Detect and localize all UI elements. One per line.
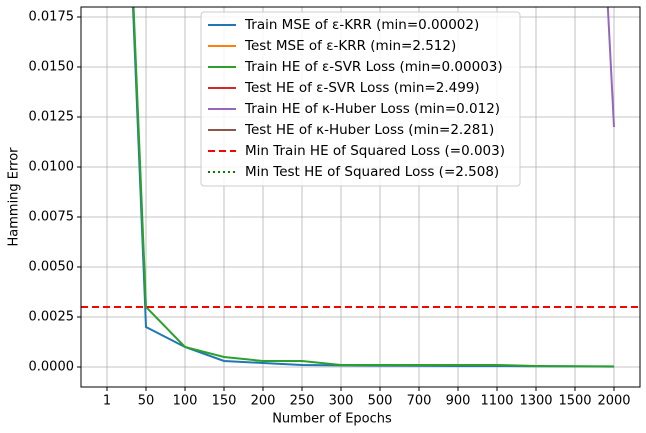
legend-label: Min Test HE of Squared Loss (=2.508) xyxy=(245,164,499,180)
x-tick-label: 50 xyxy=(138,394,155,409)
x-tick-label: 1 xyxy=(103,394,111,409)
series-line xyxy=(132,7,615,368)
x-axis-label: Number of Epochs xyxy=(272,412,392,427)
y-tick-label: 0.0075 xyxy=(29,210,75,225)
y-axis-label: Hamming Error xyxy=(7,147,22,247)
legend-label: Train HE of κ-Huber Loss (min=0.012) xyxy=(244,101,500,117)
legend-label: Train MSE of ε-KRR (min=0.00002) xyxy=(244,17,479,33)
x-tick-label: 150 xyxy=(212,394,237,409)
x-tick-label: 1100 xyxy=(480,394,513,409)
legend-label: Min Train HE of Squared Loss (=0.003) xyxy=(245,143,505,159)
legend: Train MSE of ε-KRR (min=0.00002) Test MSE… xyxy=(200,11,521,187)
y-tick-label: 0.0025 xyxy=(29,310,75,325)
legend-label: Test MSE of ε-KRR (min=2.512) xyxy=(244,38,456,54)
x-tick-label: 1500 xyxy=(558,394,591,409)
plot-frame xyxy=(80,6,641,388)
legend-label: Test HE of ε-SVR Loss (min=2.499) xyxy=(244,80,480,96)
x-tick-label: 300 xyxy=(329,394,354,409)
plot-area xyxy=(81,7,640,368)
x-tick-label: 500 xyxy=(368,394,393,409)
x-tick-label: 2000 xyxy=(597,394,630,409)
x-tick-label: 100 xyxy=(173,394,198,409)
y-tick-label: 0.0000 xyxy=(29,360,75,375)
y-tick-label: 0.0050 xyxy=(29,260,75,275)
y-tick-label: 0.0175 xyxy=(29,10,75,25)
x-tick-label: 250 xyxy=(290,394,315,409)
x-tick-label: 200 xyxy=(251,394,276,409)
x-tick-label: 900 xyxy=(446,394,471,409)
y-tick-label: 0.0125 xyxy=(29,110,75,125)
legend-label: Train HE of ε-SVR Loss (min=0.00003) xyxy=(244,59,503,75)
legend-label: Test HE of κ-Huber Loss (min=2.281) xyxy=(244,122,494,138)
y-tick-label: 0.0100 xyxy=(29,160,75,175)
legend-box xyxy=(200,11,521,187)
y-tick-label: 0.0150 xyxy=(29,60,75,75)
x-tick-label: 1300 xyxy=(519,394,552,409)
x-tick-label: 700 xyxy=(407,394,432,409)
